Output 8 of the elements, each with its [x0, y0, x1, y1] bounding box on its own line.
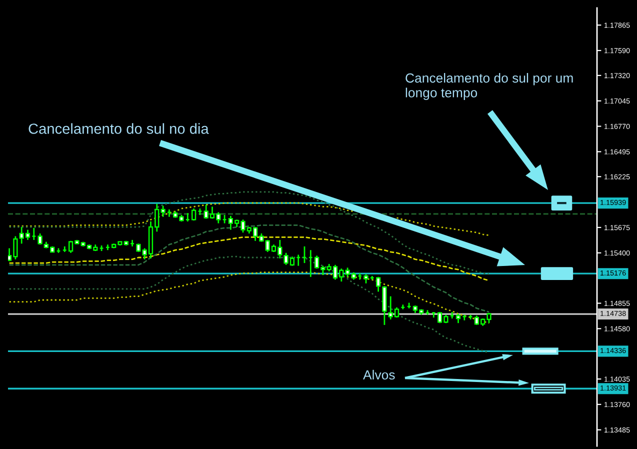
line-series	[8, 256, 490, 354]
annotation: Cancelamento do sul no dia	[28, 123, 209, 134]
candlestick	[456, 313, 461, 324]
annotation: Cancelamento do sul por um longo tempo	[406, 73, 573, 100]
candlestick	[364, 273, 368, 284]
line-series	[8, 191, 490, 275]
annotation: Alvos	[363, 370, 395, 380]
candlestick	[191, 208, 196, 222]
